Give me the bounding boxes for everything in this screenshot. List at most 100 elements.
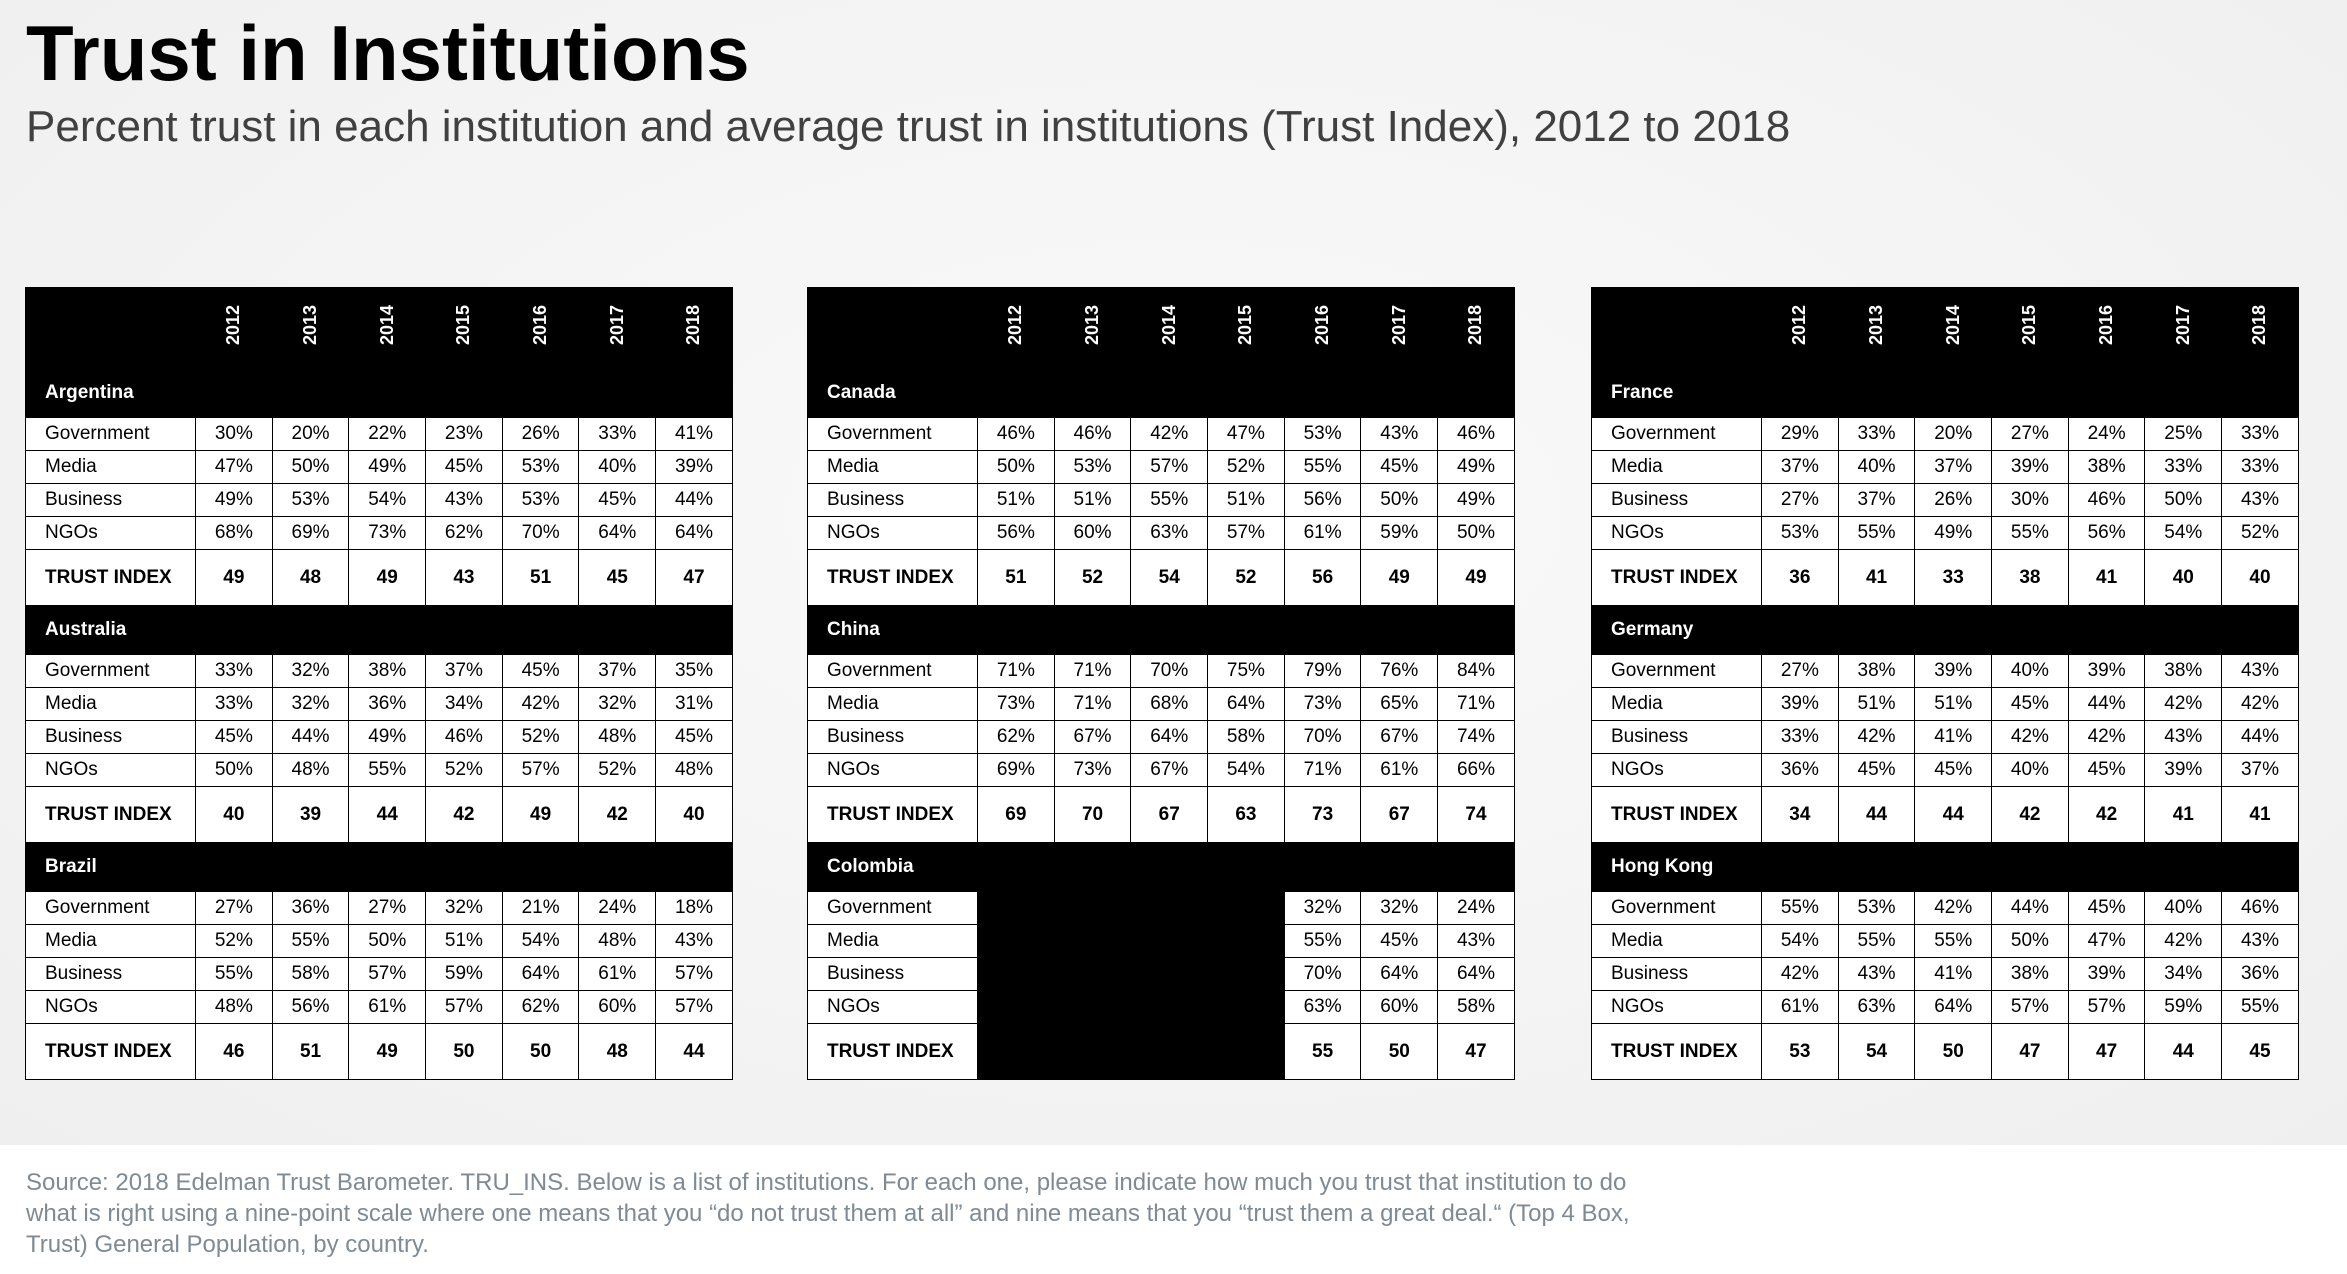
- value-cell: 44: [655, 1023, 733, 1080]
- institution-row: NGOs 63% 60% 58%: [807, 990, 1515, 1024]
- value-cell: 63%: [1130, 516, 1209, 550]
- value-cell: 39%: [1914, 654, 1993, 688]
- value-cell: 49%: [195, 483, 273, 517]
- value-cell: 50%: [1437, 516, 1515, 550]
- value-cell: 50: [1360, 1023, 1439, 1080]
- value-cell: 60%: [1360, 990, 1439, 1024]
- value-cell: 41: [2067, 549, 2146, 606]
- value-cell: 42%: [1130, 417, 1209, 451]
- value-cell: 67: [1130, 786, 1209, 843]
- value-cell: 20%: [271, 417, 350, 451]
- year-label: 2013: [1082, 304, 1103, 346]
- country-row: Canada: [807, 368, 1515, 418]
- value-cell: 37%: [1837, 483, 1916, 517]
- value-cell: 51: [501, 549, 580, 606]
- year-label: 2012: [223, 304, 244, 346]
- value-cell: 64%: [501, 957, 580, 991]
- institution-row: Government 55% 53% 42% 44% 45% 40% 46%: [1591, 891, 2299, 925]
- value-cell: 64%: [1437, 957, 1515, 991]
- trust-index-row: TRUST INDEX 36 41 33 38 41 40 40: [1591, 549, 2299, 606]
- value-cell: 57%: [425, 990, 503, 1024]
- value-cell: 54%: [348, 483, 427, 517]
- value-cell: 49%: [1437, 450, 1515, 484]
- row-label: TRUST INDEX: [25, 1023, 196, 1080]
- value-cell: 47%: [1207, 417, 1285, 451]
- header-corner: [807, 287, 978, 369]
- value-cell: 60%: [578, 990, 657, 1024]
- year-header: 2017: [2144, 287, 2223, 369]
- value-cell: 70%: [1130, 654, 1209, 688]
- value-cell: 56%: [271, 990, 350, 1024]
- header-corner: [1591, 287, 1762, 369]
- value-cell: 73%: [1283, 687, 1362, 721]
- value-cell: 53%: [271, 483, 350, 517]
- institution-row: Business 51% 51% 55% 51% 56% 50% 49%: [807, 483, 1515, 517]
- year-header: 2015: [425, 287, 503, 369]
- year-header: 2016: [501, 287, 580, 369]
- value-cell: 20%: [1914, 417, 1993, 451]
- value-cell: 51: [977, 549, 1055, 606]
- value-cell: 45%: [195, 720, 273, 754]
- year-header: 2013: [1837, 287, 1916, 369]
- value-cell: 33%: [195, 654, 273, 688]
- value-cell: 39: [271, 786, 350, 843]
- header-row: 2012 2013 2014 2015 2016 2017 2018: [807, 287, 1515, 369]
- value-cell: 42%: [1837, 720, 1916, 754]
- row-label: Government: [25, 891, 196, 925]
- institution-row: NGOs 36% 45% 45% 40% 45% 39% 37%: [1591, 753, 2299, 787]
- value-cell: 48%: [195, 990, 273, 1024]
- value-cell: 50%: [1991, 924, 2069, 958]
- value-cell: 59%: [425, 957, 503, 991]
- value-cell: 47%: [2067, 924, 2146, 958]
- value-cell: 50: [425, 1023, 503, 1080]
- value-cell: 39%: [1991, 450, 2069, 484]
- value-cell: 55%: [348, 753, 427, 787]
- country-bar: [1761, 605, 2299, 655]
- year-header: 2017: [1360, 287, 1439, 369]
- value-cell: 55%: [1991, 516, 2069, 550]
- value-cell: 43%: [2221, 924, 2299, 958]
- country-row: France: [1591, 368, 2299, 418]
- value-cell: 48%: [578, 720, 657, 754]
- value-cell: 36%: [348, 687, 427, 721]
- value-cell: 55: [1283, 1023, 1362, 1080]
- value-cell: 33%: [195, 687, 273, 721]
- value-cell: 48: [271, 549, 350, 606]
- value-cell: 68%: [1130, 687, 1209, 721]
- trust-index-row: TRUST INDEX 49 48 49 43 51 45 47: [25, 549, 733, 606]
- value-cell: 40%: [578, 450, 657, 484]
- value-cell: 58%: [1437, 990, 1515, 1024]
- value-cell: 33%: [2221, 450, 2299, 484]
- year-label: 2014: [1158, 304, 1179, 346]
- value-cell: 45%: [578, 483, 657, 517]
- value-cell: 62%: [501, 990, 580, 1024]
- value-cell: 39%: [2144, 753, 2223, 787]
- row-label: NGOs: [1591, 990, 1762, 1024]
- row-label: NGOs: [807, 753, 978, 787]
- country-row: Brazil: [25, 842, 733, 892]
- no-data-cell: [1130, 990, 1209, 1024]
- institution-row: Media 39% 51% 51% 45% 44% 42% 42%: [1591, 687, 2299, 721]
- value-cell: 45%: [1991, 687, 2069, 721]
- value-cell: 29%: [1761, 417, 1839, 451]
- value-cell: 45%: [1837, 753, 1916, 787]
- value-cell: 45%: [425, 450, 503, 484]
- row-label: NGOs: [25, 516, 196, 550]
- value-cell: 44: [1914, 786, 1993, 843]
- year-header: 2014: [348, 287, 427, 369]
- value-cell: 27%: [348, 891, 427, 925]
- value-cell: 45%: [1360, 450, 1439, 484]
- value-cell: 37%: [578, 654, 657, 688]
- trust-index-row: TRUST INDEX 55 50 47: [807, 1023, 1515, 1080]
- institution-row: NGOs 53% 55% 49% 55% 56% 54% 52%: [1591, 516, 2299, 550]
- value-cell: 53%: [1053, 450, 1132, 484]
- value-cell: 22%: [348, 417, 427, 451]
- institution-row: Government 46% 46% 42% 47% 53% 43% 46%: [807, 417, 1515, 451]
- country-row: Australia: [25, 605, 733, 655]
- institution-row: NGOs 56% 60% 63% 57% 61% 59% 50%: [807, 516, 1515, 550]
- value-cell: 33%: [2144, 450, 2223, 484]
- value-cell: 51%: [1914, 687, 1993, 721]
- value-cell: 44%: [271, 720, 350, 754]
- value-cell: 73%: [348, 516, 427, 550]
- value-cell: 47: [2067, 1023, 2146, 1080]
